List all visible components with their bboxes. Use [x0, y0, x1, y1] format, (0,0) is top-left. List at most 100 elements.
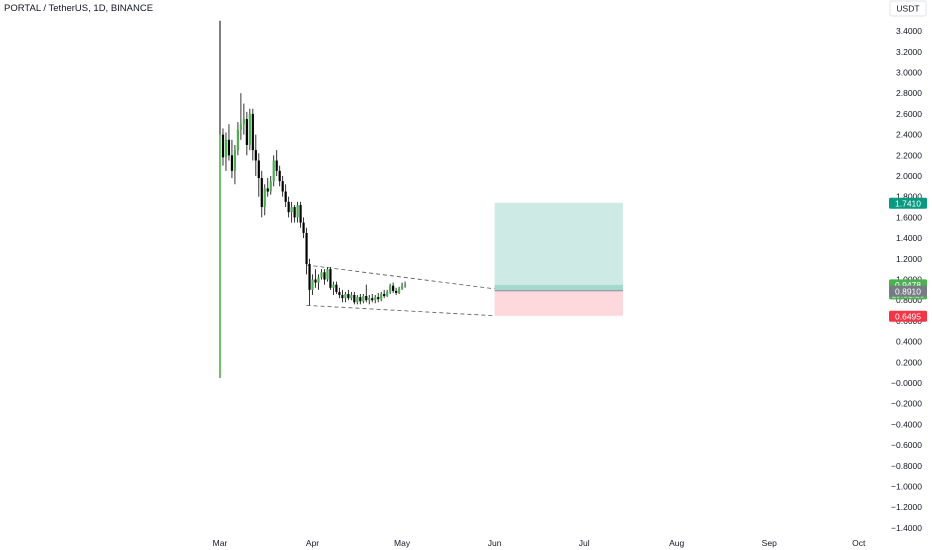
- candle-body[interactable]: [350, 295, 353, 299]
- candle-body[interactable]: [368, 298, 371, 301]
- candle-body[interactable]: [284, 191, 287, 202]
- target-zone: [494, 202, 623, 291]
- y-tick-label: 0.8000: [896, 295, 922, 305]
- y-tick-label: 1.4000: [896, 233, 922, 243]
- x-tick-label: Oct: [852, 538, 866, 548]
- candle-body[interactable]: [392, 285, 395, 291]
- stop-price-tag: [889, 310, 927, 322]
- y-tick-label: −0.2000: [891, 399, 922, 409]
- candle-body[interactable]: [281, 181, 284, 192]
- y-tick-label: −0.6000: [891, 440, 922, 450]
- candle-body[interactable]: [320, 272, 323, 278]
- candle-body[interactable]: [362, 296, 365, 302]
- candle-body[interactable]: [242, 119, 245, 125]
- candle-body[interactable]: [386, 291, 389, 297]
- candle-body[interactable]: [269, 181, 272, 192]
- candle-body[interactable]: [403, 284, 407, 286]
- target-price-tag: [889, 197, 927, 209]
- candle-body[interactable]: [377, 297, 380, 300]
- y-tick-label: 3.0000: [896, 68, 922, 78]
- candle-body[interactable]: [332, 284, 335, 288]
- x-tick-label: Apr: [306, 538, 319, 548]
- candle-body[interactable]: [290, 207, 293, 213]
- candle-body[interactable]: [383, 293, 386, 297]
- y-tick-label: 1.8000: [896, 192, 922, 202]
- candle-body[interactable]: [219, 134, 221, 378]
- candle-body[interactable]: [398, 288, 401, 293]
- time-axis[interactable]: Mar Apr May Jun Jul Aug Sep Oct: [213, 538, 866, 548]
- candle-body[interactable]: [326, 269, 329, 280]
- y-tick-label: 2.6000: [896, 109, 922, 119]
- y-tick-label: 3.4000: [896, 26, 922, 36]
- candle-body[interactable]: [344, 293, 347, 299]
- price-axis-background: [887, 0, 932, 550]
- x-tick-label: Aug: [669, 538, 684, 548]
- y-tick-label: 3.2000: [896, 47, 922, 57]
- candle-body[interactable]: [329, 269, 332, 288]
- y-tick-label: 0.2000: [896, 357, 922, 367]
- candle-body[interactable]: [275, 160, 278, 171]
- candle-body[interactable]: [227, 139, 231, 156]
- candle-body[interactable]: [299, 204, 302, 223]
- stop-zone: [494, 290, 623, 316]
- y-tick-label: 1.2000: [896, 254, 922, 264]
- candle-body[interactable]: [293, 207, 296, 218]
- currency-button[interactable]: USDT: [889, 0, 927, 17]
- candle-body[interactable]: [260, 178, 263, 208]
- candle-body[interactable]: [311, 279, 314, 290]
- candle-body[interactable]: [263, 188, 266, 208]
- x-tick-label: Jun: [488, 538, 502, 548]
- candle-body[interactable]: [323, 272, 326, 280]
- symbol-title[interactable]: PORTAL / TetherUS, 1D, BINANCE: [4, 3, 153, 14]
- candle-body[interactable]: [245, 119, 248, 145]
- candle-body[interactable]: [356, 297, 359, 303]
- candle-body[interactable]: [374, 297, 377, 301]
- candle-body[interactable]: [317, 277, 320, 283]
- candles[interactable]: [219, 20, 407, 378]
- candle-body[interactable]: [278, 170, 281, 182]
- candle-body[interactable]: [272, 160, 275, 182]
- y-tick-label: −1.2000: [891, 502, 922, 512]
- target-price-tag-text: 1.7410: [895, 198, 921, 208]
- candle-body[interactable]: [254, 150, 257, 161]
- candle-body[interactable]: [335, 284, 338, 292]
- candle-body[interactable]: [389, 285, 392, 292]
- candle-body[interactable]: [353, 295, 356, 303]
- candle-body[interactable]: [230, 155, 234, 171]
- candle-body[interactable]: [400, 285, 404, 289]
- candle-body[interactable]: [248, 113, 251, 145]
- position-zones: [494, 202, 623, 316]
- candle-body[interactable]: [359, 297, 362, 302]
- candle-body[interactable]: [371, 298, 374, 301]
- candle-body[interactable]: [239, 124, 242, 130]
- candle-body[interactable]: [380, 293, 383, 300]
- candle-body[interactable]: [236, 129, 240, 151]
- candle-body[interactable]: [341, 295, 344, 299]
- current-price-tag-text: 0.9478: [895, 280, 921, 290]
- y-tick-label: 0.4000: [896, 337, 922, 347]
- candle-body[interactable]: [338, 291, 341, 296]
- candle-body[interactable]: [395, 290, 398, 293]
- candle-body[interactable]: [251, 113, 254, 151]
- y-tick-label: 2.4000: [896, 130, 922, 140]
- candle-body[interactable]: [296, 204, 299, 218]
- candle-body[interactable]: [308, 263, 311, 290]
- candle-body[interactable]: [224, 139, 228, 158]
- candle-body[interactable]: [257, 160, 260, 179]
- candle-body[interactable]: [365, 296, 368, 301]
- candle-body[interactable]: [266, 188, 269, 192]
- candle-body[interactable]: [305, 232, 308, 264]
- current-profit-band: [494, 284, 623, 291]
- candle-body[interactable]: [347, 293, 350, 299]
- candle-body[interactable]: [233, 150, 237, 171]
- candle-body[interactable]: [221, 134, 225, 158]
- stop-price-tag-text: 0.6495: [895, 311, 921, 321]
- candle-body[interactable]: [314, 279, 317, 283]
- y-tick-label: 2.2000: [896, 150, 922, 160]
- y-tick-label: −0.8000: [891, 461, 922, 471]
- candle-body[interactable]: [287, 201, 290, 213]
- candle-body[interactable]: [302, 222, 305, 233]
